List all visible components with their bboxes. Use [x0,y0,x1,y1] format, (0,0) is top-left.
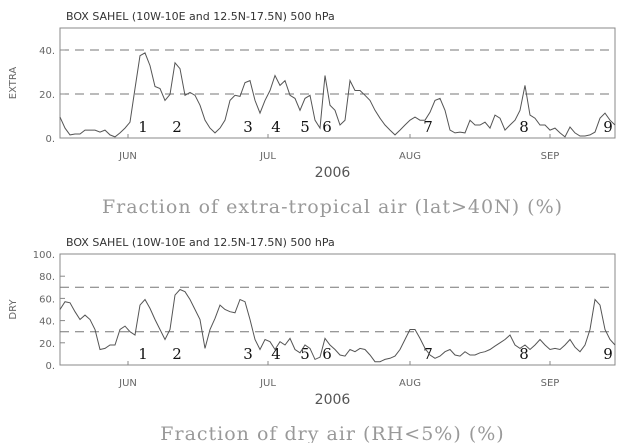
event-number: 9 [603,118,613,136]
event-number: 8 [519,345,529,363]
y-tick-label: 80. [39,272,55,283]
x-tick-label: SEP [541,151,560,162]
y-tick-label: 40. [39,317,55,328]
event-number: 6 [322,118,332,136]
panel-title: BOX SAHEL (10W-10E and 12.5N-17.5N) 500 … [66,10,335,23]
event-number: 3 [243,118,253,136]
caption: Fraction of extra-tropical air (lat>40N)… [102,196,563,218]
event-number: 1 [138,118,148,136]
event-number: 2 [172,345,182,363]
event-number: 1 [138,345,148,363]
x-tick-label: JUN [118,151,137,162]
panel-title: BOX SAHEL (10W-10E and 12.5N-17.5N) 500 … [66,236,335,249]
event-number: 5 [300,345,310,363]
y-axis-label: DRY [8,299,19,320]
event-number: 2 [172,118,182,136]
event-number: 7 [423,118,433,136]
y-tick-label: 0. [45,134,55,145]
event-number: 4 [271,118,281,136]
data-line [59,52,616,138]
event-number: 6 [322,345,332,363]
data-line [59,288,616,363]
y-tick-label: 60. [39,294,55,305]
y-tick-label: 20. [39,339,55,350]
caption: Fraction of dry air (RH<5%) (%) [160,423,504,443]
event-number: 9 [603,345,613,363]
x-tick-label: JUL [259,378,276,389]
y-tick-label: 40. [39,46,55,57]
y-tick-label: 0. [45,361,55,372]
x-tick-label: AUG [399,378,421,389]
y-tick-label: 20. [39,90,55,101]
event-number: 8 [519,118,529,136]
x-axis-label: 2006 [315,392,351,408]
x-tick-label: JUN [118,378,137,389]
y-tick-label: 100. [33,250,55,261]
x-tick-label: JUL [259,151,276,162]
event-number: 4 [271,345,281,363]
event-number: 5 [300,118,310,136]
event-number: 3 [243,345,253,363]
y-axis-label: EXTRA [8,67,19,100]
event-number: 7 [423,345,433,363]
x-tick-label: SEP [541,378,560,389]
x-axis-label: 2006 [315,165,351,181]
plot-frame [59,27,616,139]
x-tick-label: AUG [399,151,421,162]
